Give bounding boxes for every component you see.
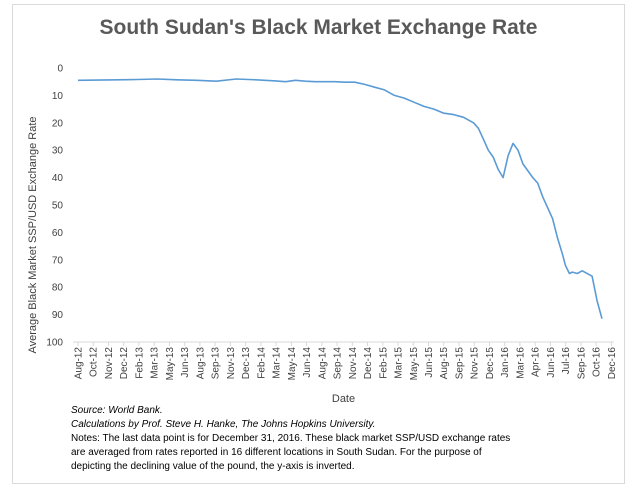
x-tick-label: Nov-14	[348, 347, 359, 380]
x-tick-label: Mar-15	[394, 347, 405, 379]
x-tick-label: May-15	[409, 347, 420, 381]
x-tick-label: May-14	[287, 347, 298, 381]
notes-line-3: depicting the declining value of the pou…	[71, 461, 355, 472]
x-tick-label: Jan-16	[500, 347, 511, 378]
x-tick-label: Dec-13	[241, 347, 252, 380]
y-tick-label: 0	[57, 64, 63, 75]
x-tick-label: Aug-14	[317, 347, 328, 380]
y-tick-label: 20	[52, 118, 64, 129]
x-tick-label: Dec-14	[363, 347, 374, 380]
x-tick-label: Dec-12	[119, 347, 130, 380]
chart-frame	[12, 4, 625, 484]
x-tick-label: Sep-14	[333, 347, 344, 380]
x-tick-label: Sep-16	[576, 347, 587, 380]
notes-line-2: are averaged from rates reported in 16 d…	[71, 447, 482, 458]
x-tick-label: Oct-12	[89, 347, 100, 377]
x-tick-label: Sep-15	[454, 347, 465, 380]
x-tick-label: Feb-13	[134, 347, 145, 379]
x-tick-label: Jun-15	[424, 347, 435, 378]
y-tick-label: 100	[46, 338, 63, 349]
x-tick-label: Aug-13	[195, 347, 206, 380]
source-note: Source: World Bank.	[71, 405, 163, 416]
y-tick-label: 90	[52, 310, 64, 321]
x-axis-title: Date	[332, 393, 355, 405]
x-tick-label: Sep-13	[211, 347, 222, 380]
x-tick-label: Jun-16	[546, 347, 557, 378]
x-tick-label: May-13	[165, 347, 176, 381]
y-tick-label: 60	[52, 228, 64, 239]
y-tick-label: 10	[52, 91, 64, 102]
x-tick-label: Jul-16	[561, 347, 572, 375]
chart-notes: Source: World Bank. Calculations by Prof…	[71, 404, 591, 474]
calculations-note: Calculations by Prof. Steve H. Hanke, Th…	[71, 419, 376, 430]
y-tick-label: 40	[52, 173, 64, 184]
x-tick-label: Aug-12	[74, 347, 85, 380]
y-tick-label: 80	[52, 283, 64, 294]
x-tick-label: Nov-12	[104, 347, 115, 380]
x-tick-label: Jun-14	[302, 347, 313, 378]
x-tick-label: Dec-15	[485, 347, 496, 380]
series-line	[77, 78, 603, 319]
x-tick-label: Nov-15	[470, 347, 481, 380]
y-tick-label: 70	[52, 255, 64, 266]
x-tick-label: Apr-16	[531, 347, 542, 377]
x-tick-label: Feb-15	[378, 347, 389, 379]
y-axis-title: Average Black Market SSP/USD Exchange Ra…	[27, 116, 39, 353]
x-tick-label: Aug-15	[439, 347, 450, 380]
x-tick-label: Jun-13	[180, 347, 191, 378]
y-tick-label: 50	[52, 201, 64, 212]
x-tick-label: Mar-14	[272, 347, 283, 379]
notes-line-1: Notes: The last data point is for Decemb…	[71, 433, 511, 444]
x-tick-label: Nov-13	[226, 347, 237, 380]
x-tick-label: Mar-16	[515, 347, 526, 379]
y-tick-label: 30	[52, 146, 64, 157]
x-tick-label: Dec-16	[607, 347, 618, 380]
x-tick-label: Mar-13	[150, 347, 161, 379]
chart-title: South Sudan's Black Market Exchange Rate	[99, 16, 538, 39]
x-tick-label: Feb-14	[256, 347, 267, 379]
x-tick-label: Oct-16	[592, 347, 603, 377]
